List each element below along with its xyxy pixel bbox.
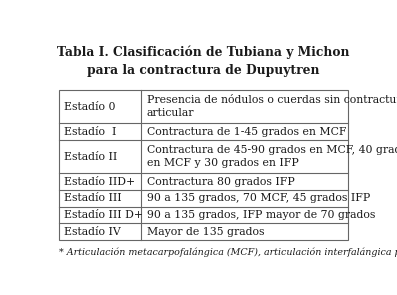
Bar (59, 90, 348, 240)
Text: Contractura de 1-45 grados en MCF: Contractura de 1-45 grados en MCF (147, 127, 346, 137)
Text: Tabla I. Clasificación de Tubiana y Michon
para la contractura de Dupuytren: Tabla I. Clasificación de Tubiana y Mich… (57, 46, 350, 77)
Text: Estadío II: Estadío II (64, 152, 118, 162)
Text: Estadío IV: Estadío IV (64, 227, 121, 237)
Text: 90 a 135 grados, 70 MCF, 45 grados IFP: 90 a 135 grados, 70 MCF, 45 grados IFP (147, 193, 370, 203)
Text: Estadío  I: Estadío I (64, 127, 117, 137)
Text: Estadío III D+: Estadío III D+ (64, 210, 143, 220)
Text: Estadío IID+: Estadío IID+ (64, 176, 135, 186)
Text: Contractura 80 grados IFP: Contractura 80 grados IFP (147, 176, 295, 186)
Text: * Articulación metacarpofalángica (MCF), articulación interfalángica proximal (I: * Articulación metacarpofalángica (MCF),… (59, 248, 397, 257)
Text: Contractura de 45-90 grados en MCF, 40 grados
en MCF y 30 grados en IFP: Contractura de 45-90 grados en MCF, 40 g… (147, 145, 397, 168)
Text: Mayor de 135 grados: Mayor de 135 grados (147, 227, 264, 237)
Text: Estadío 0: Estadío 0 (64, 101, 116, 112)
Text: Presencia de nódulos o cuerdas sin contractura
articular: Presencia de nódulos o cuerdas sin contr… (147, 95, 397, 118)
Text: Estadío III: Estadío III (64, 193, 122, 203)
Text: 90 a 135 grados, IFP mayor de 70 grados: 90 a 135 grados, IFP mayor de 70 grados (147, 210, 375, 220)
